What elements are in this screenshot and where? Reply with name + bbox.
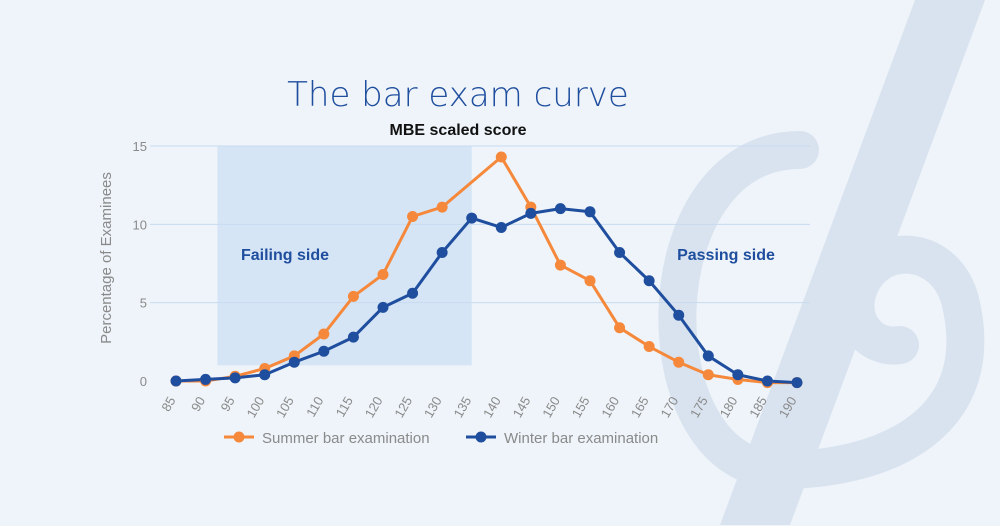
x-tick-label: 130: [421, 394, 445, 420]
series-line-winter: [175, 207, 798, 385]
data-point-summer: [702, 369, 714, 381]
data-point-winter: [377, 301, 389, 313]
data-point-winter: [554, 203, 566, 215]
data-point-winter: [791, 377, 803, 389]
data-point-summer: [347, 290, 359, 302]
x-tick-label: 110: [303, 394, 326, 419]
data-point-summer: [318, 328, 330, 340]
data-point-winter: [614, 247, 626, 259]
y-tick-label: 15: [133, 139, 147, 154]
failing-side-label: Failing side: [241, 247, 329, 264]
data-point-summer: [495, 151, 507, 163]
data-point-winter: [761, 375, 773, 387]
x-tick-label: 135: [450, 394, 474, 420]
plot-regions: [217, 146, 472, 366]
data-point-winter: [436, 247, 448, 259]
chart-title: The bar exam curve: [287, 75, 629, 115]
data-point-summer: [673, 356, 685, 368]
x-tick-label: 95: [218, 394, 238, 414]
x-tick-label: 120: [362, 394, 386, 420]
data-point-winter: [584, 206, 596, 218]
x-tick-label: 145: [510, 394, 534, 420]
data-point-summer: [584, 275, 596, 287]
legend-label-winter: Winter bar examination: [504, 430, 658, 447]
data-point-summer: [436, 201, 448, 213]
x-tick-label: 165: [628, 394, 652, 420]
series-points: [170, 151, 803, 389]
data-point-winter: [702, 350, 714, 362]
data-point-winter: [170, 375, 182, 387]
data-point-winter: [466, 212, 478, 224]
data-point-summer: [407, 211, 419, 222]
legend-item-summer: Summer bar examination: [224, 430, 430, 447]
x-tick-label: 85: [158, 394, 178, 414]
passing-side-label: Passing side: [677, 247, 775, 264]
data-point-winter: [318, 345, 330, 357]
y-tick-label: 0: [140, 374, 147, 389]
y-tick-label: 5: [140, 296, 147, 311]
data-point-winter: [347, 331, 359, 343]
data-point-winter: [407, 287, 419, 299]
y-tick-labels: 0 5 10 15: [133, 139, 147, 389]
data-point-summer: [643, 341, 655, 353]
y-tick-label: 10: [133, 217, 147, 232]
watermark-logo: [658, 0, 985, 525]
chart-subtitle: MBE scaled score: [390, 122, 527, 139]
data-point-winter: [259, 369, 271, 381]
x-tick-label: 160: [598, 394, 622, 420]
x-tick-label: 90: [188, 394, 208, 414]
data-point-winter: [229, 372, 241, 384]
legend-label-summer: Summer bar examination: [262, 430, 430, 447]
region-failing-side: [217, 146, 472, 366]
data-point-winter: [200, 373, 212, 385]
x-tick-label: 115: [333, 394, 356, 419]
x-tick-label: 155: [569, 394, 593, 420]
data-point-summer: [614, 322, 626, 334]
data-point-winter: [643, 275, 655, 287]
x-tick-label: 125: [391, 394, 415, 420]
legend-item-winter: Winter bar examination: [466, 430, 658, 447]
x-tick-label: 140: [480, 394, 504, 420]
legend: Summer bar examination Winter bar examin…: [224, 430, 658, 447]
x-tick-label: 150: [539, 394, 563, 420]
data-point-winter: [288, 356, 300, 368]
data-point-summer: [377, 268, 389, 280]
data-point-winter: [495, 221, 507, 233]
x-tick-label: 100: [243, 394, 267, 420]
y-axis-label: Percentage of Examinees: [98, 172, 115, 344]
data-point-summer: [554, 259, 566, 271]
data-point-winter: [732, 369, 744, 381]
gridlines: [150, 145, 810, 304]
data-point-winter: [673, 309, 685, 321]
data-point-winter: [525, 207, 537, 219]
x-tick-label: 105: [273, 394, 297, 420]
